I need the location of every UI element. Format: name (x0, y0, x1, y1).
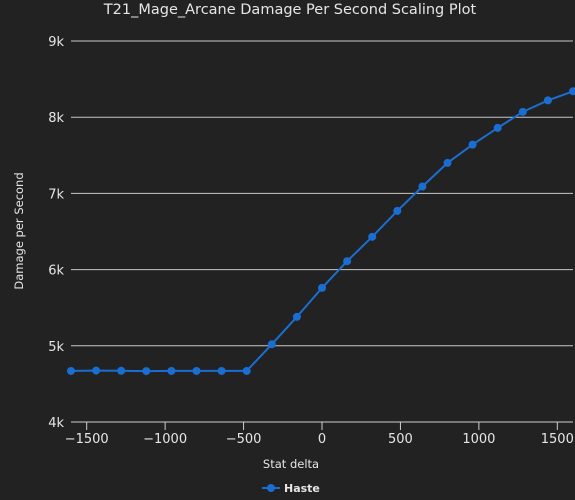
data-point[interactable] (67, 366, 75, 375)
y-tick-label: 4k (48, 416, 64, 431)
y-axis-title: Damage per Second (12, 172, 26, 289)
data-point[interactable] (167, 366, 176, 375)
y-tick-label: 7k (48, 187, 64, 202)
data-point[interactable] (92, 366, 101, 375)
data-point[interactable] (418, 182, 427, 191)
series-line-haste (70, 90, 574, 373)
y-tick-label: 9k (48, 35, 64, 50)
x-tick-label: 1500 (541, 432, 574, 447)
series-layer (67, 87, 575, 376)
data-point[interactable] (217, 366, 226, 375)
legend[interactable]: Haste (262, 482, 320, 495)
legend-label-haste: Haste (284, 482, 320, 495)
y-tick-label: 8k (48, 111, 64, 126)
x-tick-label: −500 (226, 432, 262, 447)
x-tick-label: 0 (318, 432, 326, 447)
x-tick-label: −1500 (65, 432, 109, 447)
data-point[interactable] (343, 257, 352, 266)
data-point[interactable] (443, 158, 452, 167)
data-point[interactable] (142, 367, 151, 376)
data-point[interactable] (569, 87, 575, 96)
data-point[interactable] (393, 206, 402, 215)
y-axis: 4k 5k 6k 7k 8k 9k (48, 35, 64, 431)
y-tick-label: 5k (48, 340, 64, 355)
x-tick-label: −1000 (143, 432, 187, 447)
chart-title: T21_Mage_Arcane Damage Per Second Scalin… (103, 2, 477, 18)
x-axis-title: Stat delta (263, 457, 319, 471)
data-point[interactable] (368, 232, 377, 241)
data-point[interactable] (518, 107, 527, 116)
data-point[interactable] (242, 366, 251, 375)
data-point[interactable] (318, 283, 326, 292)
data-point[interactable] (192, 366, 201, 375)
x-tick-label: 1000 (462, 432, 495, 447)
data-point[interactable] (267, 340, 276, 349)
y-tick-label: 6k (48, 264, 64, 279)
data-point[interactable] (292, 312, 301, 321)
x-tick-label: 500 (388, 432, 413, 447)
data-point[interactable] (468, 140, 477, 149)
data-point[interactable] (117, 366, 126, 375)
legend-swatch-marker (267, 484, 275, 492)
data-point[interactable] (543, 96, 552, 105)
data-point[interactable] (493, 123, 502, 132)
x-axis: −1500 −1000 −500 0 500 1000 1500 (65, 421, 574, 447)
grid-lines (71, 40, 573, 347)
